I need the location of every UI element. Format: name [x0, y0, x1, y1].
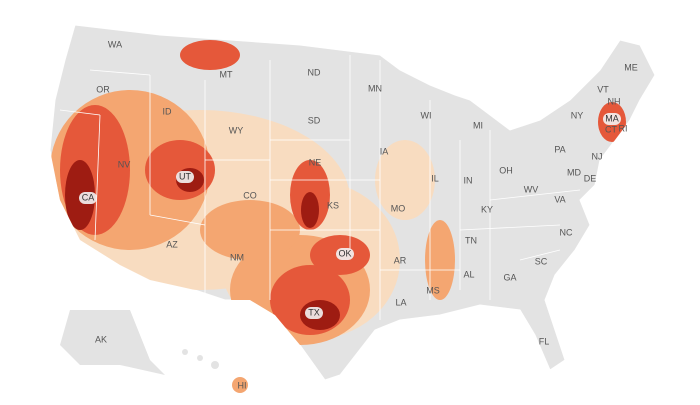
state-label: VA [554, 194, 565, 204]
state-label: CO [243, 190, 257, 200]
state-label: NE [309, 157, 322, 167]
state-label: MD [567, 167, 581, 177]
label-pill [79, 192, 97, 204]
state-label: AR [394, 255, 407, 265]
state-label: WI [421, 110, 432, 120]
state-label: MT [220, 69, 233, 79]
state-label: SD [308, 115, 321, 125]
state-label: ID [163, 106, 173, 116]
state-label: DE [584, 173, 597, 183]
hawaii [182, 349, 248, 393]
state-label: MO [391, 203, 406, 213]
state-label: KS [327, 200, 339, 210]
state-label: NM [230, 252, 244, 262]
label-pill [305, 307, 323, 319]
label-pill [336, 248, 354, 260]
state-label: AL [463, 269, 474, 279]
state-label: MA [605, 113, 619, 123]
state-label: WA [108, 39, 122, 49]
state-label: MS [426, 285, 440, 295]
alaska [60, 310, 165, 375]
state-label: OR [96, 84, 110, 94]
state-label: CA [82, 192, 95, 202]
state-label: NY [571, 110, 584, 120]
state-label: MI [473, 120, 483, 130]
state-label: IN [464, 175, 473, 185]
state-label: VT [597, 84, 609, 94]
state-label: NV [118, 159, 131, 169]
state-label: IA [380, 146, 389, 156]
state-label: ME [624, 62, 638, 72]
state-label: FL [539, 336, 550, 346]
state-label: IL [431, 173, 439, 183]
state-label: LA [395, 297, 406, 307]
state-label: GA [503, 272, 516, 282]
state-label: MN [368, 83, 382, 93]
state-label: TX [308, 307, 320, 317]
state-labels: WA OR CA NV ID MT WY UT AZ CO NM ND SD NE KS OK TX MN IA MO… [79, 39, 638, 390]
state-label: NJ [592, 151, 603, 161]
state-label: UT [179, 171, 191, 181]
state-label: HI [238, 380, 247, 390]
state-label: WV [524, 184, 539, 194]
state-label: SC [535, 256, 548, 266]
state-label: NC [560, 227, 573, 237]
state-label: CT [605, 124, 617, 134]
drought-shading [50, 40, 626, 345]
state-borders [59, 55, 581, 320]
state-label: AZ [166, 239, 178, 249]
label-pill [603, 113, 621, 125]
state-label: KY [481, 204, 493, 214]
state-label: AK [95, 334, 107, 344]
state-label: NH [608, 96, 621, 106]
state-label: OH [499, 165, 513, 175]
label-pill [176, 171, 194, 183]
state-label: PA [554, 144, 565, 154]
state-label: TN [465, 235, 477, 245]
state-label: ND [308, 67, 321, 77]
state-label: WY [229, 125, 244, 135]
state-label: RI [619, 123, 628, 133]
state-label: OK [338, 248, 351, 258]
